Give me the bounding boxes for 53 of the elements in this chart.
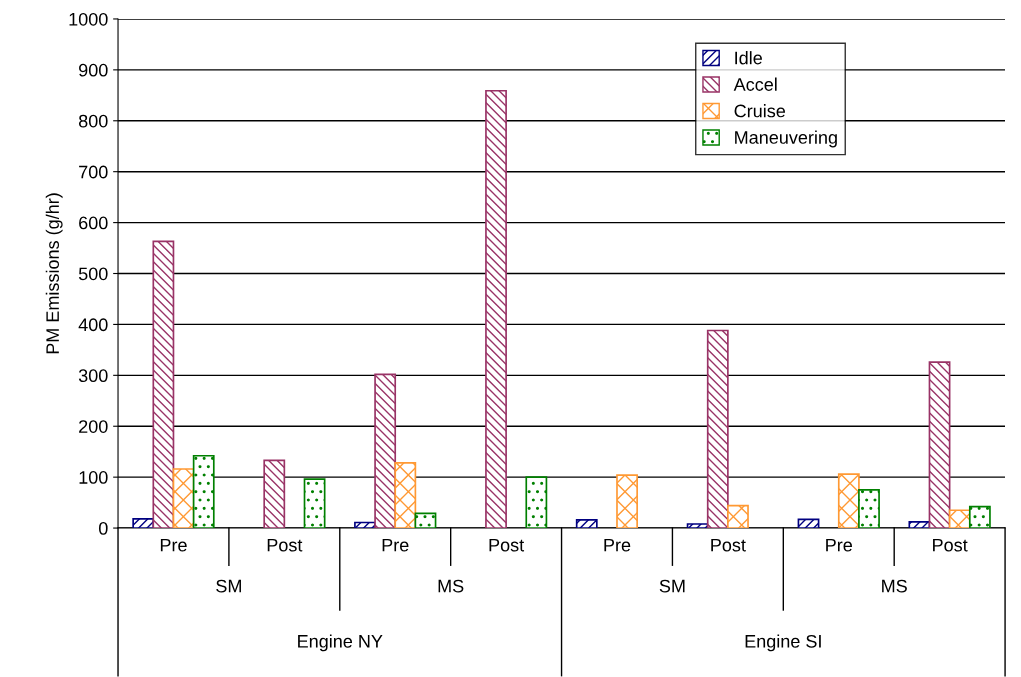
bar	[575, 519, 598, 529]
legend-label: Maneuvering	[735, 130, 837, 148]
legend-label: Idle	[735, 51, 762, 65]
y-tick-label: 700	[79, 165, 108, 179]
bar	[727, 504, 749, 529]
x-tick-label: Post	[267, 538, 303, 552]
legend-label: Accel	[733, 77, 777, 91]
bar	[948, 509, 971, 529]
bar	[485, 89, 507, 529]
x-tick-label: Post	[933, 538, 968, 552]
y-axis-title: PM Emissions (g/hr)	[45, 193, 63, 354]
x-tick-label: Post	[711, 538, 746, 552]
bar	[394, 462, 417, 529]
bar	[968, 505, 991, 529]
text: Engine NY	[298, 634, 383, 652]
y-tick-label: 0	[98, 521, 108, 535]
bar	[263, 459, 286, 529]
x-tick-label: Pre	[826, 538, 852, 552]
text: MS	[438, 579, 464, 593]
y-tick-label: 400	[78, 318, 108, 332]
y-tick-label: 1000	[69, 12, 108, 26]
y-tick-label: 200	[79, 420, 108, 433]
x-tick-label: Pre	[604, 538, 631, 552]
y-tick-label: 500	[78, 267, 108, 281]
bar	[414, 512, 437, 529]
text: MS	[882, 579, 907, 593]
text: SM	[216, 579, 241, 593]
x-tick-label: Pre	[382, 538, 409, 552]
y-tick-label: 300	[78, 369, 108, 383]
y-tick-label: 800	[78, 114, 108, 128]
bar	[837, 473, 860, 529]
bar	[525, 476, 548, 529]
text: Engine SI	[745, 634, 821, 652]
bar	[908, 521, 931, 529]
bar	[928, 361, 951, 529]
bar	[858, 489, 880, 529]
x-tick-label: Pre	[160, 538, 187, 552]
bar	[797, 518, 820, 529]
y-tick-label: 100	[79, 471, 108, 484]
bar	[192, 454, 215, 529]
bar	[374, 373, 397, 529]
bar	[152, 240, 175, 529]
x-tick-label: Post	[489, 538, 525, 552]
bar	[616, 474, 638, 529]
text: SM	[659, 579, 685, 593]
y-tick-label: 900	[79, 63, 108, 77]
bar	[706, 329, 729, 529]
bar	[303, 478, 326, 529]
bar	[686, 523, 709, 529]
bar	[172, 468, 195, 529]
y-tick-label: 600	[79, 216, 108, 230]
legend-label: Cruise	[734, 104, 786, 118]
bar	[132, 518, 155, 529]
